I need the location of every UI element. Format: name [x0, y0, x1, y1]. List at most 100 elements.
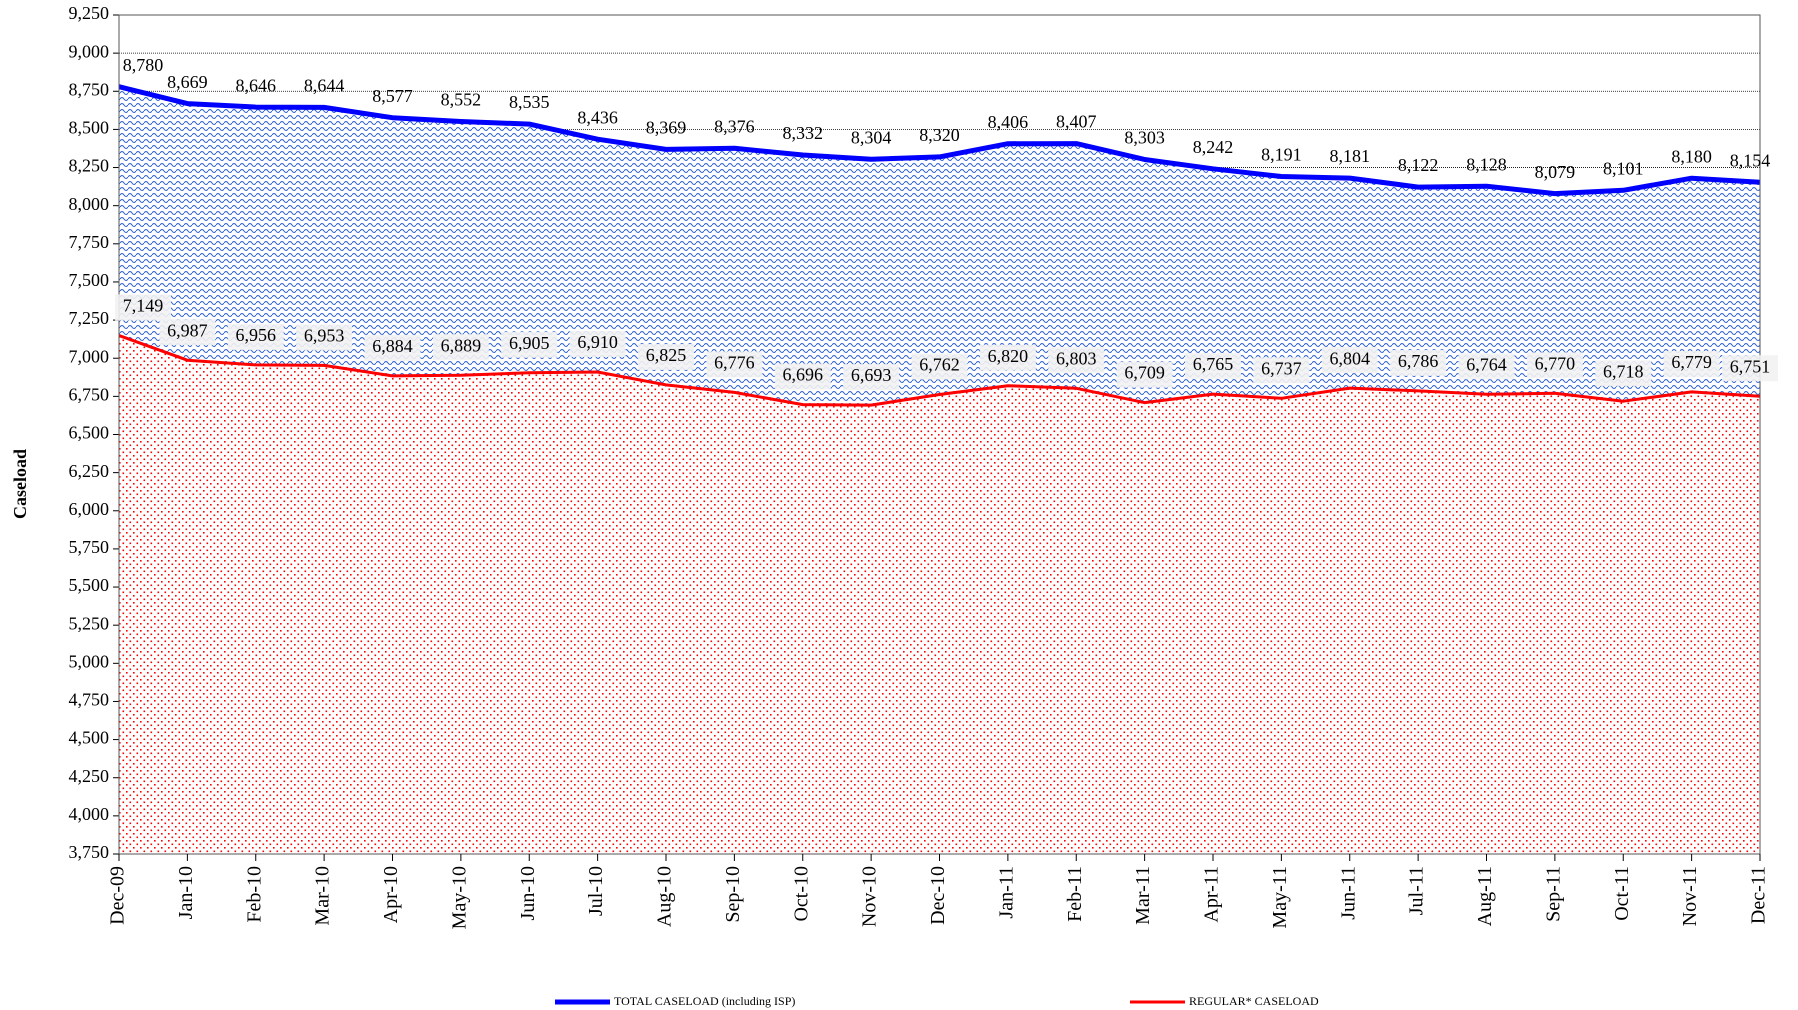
- legend-label: TOTAL CASELOAD (including ISP): [614, 994, 795, 1008]
- data-label: 8,332: [783, 123, 824, 143]
- y-tick-label: 5,750: [69, 537, 110, 557]
- data-label: 8,406: [988, 112, 1029, 132]
- data-label: 6,804: [1330, 348, 1371, 368]
- y-tick-label: 4,500: [69, 728, 110, 748]
- series-line: [118, 334, 1761, 407]
- label-box: [1595, 360, 1652, 387]
- y-tick-label: 8,750: [69, 79, 110, 99]
- label-box: [638, 343, 694, 370]
- data-label: 6,696: [783, 365, 824, 385]
- data-label: 6,786: [1398, 351, 1439, 371]
- y-tick-label: 7,750: [69, 232, 110, 252]
- label-box: [911, 353, 968, 380]
- data-label: 6,825: [646, 345, 687, 365]
- x-tick-label: Jun-10: [517, 866, 539, 920]
- x-tick-label: Apr-11: [1201, 866, 1223, 923]
- label-box: [1458, 353, 1515, 380]
- x-tick-label: Oct-10: [790, 866, 812, 922]
- x-tick-label: Oct-11: [1611, 866, 1633, 921]
- y-axis-label: Caseload: [10, 449, 30, 519]
- x-tick-label: Sep-11: [1542, 866, 1564, 922]
- y-tick-label: 6,500: [69, 423, 110, 443]
- data-label: 8,320: [919, 125, 960, 145]
- data-label: 8,376: [714, 116, 755, 136]
- x-tick-label: Jul-11: [1406, 866, 1428, 915]
- y-tick-label: 7,500: [69, 270, 110, 290]
- y-tick-label: 3,750: [69, 842, 110, 862]
- label-box: [501, 331, 558, 358]
- y-tick-label: 9,000: [69, 41, 110, 61]
- label-box: [979, 344, 1036, 371]
- label-box: [1321, 347, 1378, 374]
- x-tick-label: Dec-10: [927, 866, 949, 925]
- label-box: [774, 363, 831, 390]
- data-label: 6,779: [1671, 352, 1712, 372]
- data-label: 6,953: [304, 326, 345, 346]
- x-tick-label: May-10: [448, 866, 470, 929]
- data-label: 8,079: [1535, 162, 1576, 182]
- label-box: [1526, 352, 1583, 379]
- x-tick-label: Jan-10: [175, 866, 197, 919]
- x-tick-label: May-11: [1269, 866, 1291, 929]
- data-label: 7,149: [123, 296, 164, 316]
- x-tick-label: Apr-10: [380, 866, 402, 923]
- y-tick-label: 4,250: [69, 766, 110, 786]
- data-label: 8,669: [167, 72, 208, 92]
- data-label: 8,436: [577, 107, 618, 127]
- y-tick-label: 8,500: [69, 118, 110, 138]
- data-label: 6,910: [577, 332, 618, 352]
- y-tick-label: 8,250: [69, 156, 110, 176]
- x-tick-label: Dec-11: [1748, 866, 1770, 924]
- label-box: [569, 330, 626, 357]
- data-label: 8,780: [123, 55, 164, 75]
- data-label: 8,646: [236, 75, 277, 95]
- x-tick-label: Mar-10: [312, 866, 334, 926]
- label-box: [843, 364, 900, 391]
- label-box: [364, 334, 421, 361]
- x-tick-label: Aug-10: [654, 866, 676, 927]
- y-tick-label: 6,750: [69, 384, 110, 404]
- label-box: [432, 334, 489, 361]
- y-tick-label: 5,000: [69, 651, 110, 671]
- label-box: [1722, 355, 1778, 382]
- x-tick-label: Jul-10: [585, 866, 607, 916]
- data-label: 8,154: [1730, 150, 1771, 170]
- label-box: [296, 324, 353, 351]
- x-tick-label: Mar-11: [1132, 866, 1154, 925]
- data-label: 6,751: [1730, 356, 1771, 376]
- data-label: 8,101: [1603, 158, 1644, 178]
- data-label: 8,122: [1398, 155, 1439, 175]
- data-label: 6,718: [1603, 361, 1644, 381]
- y-tick-label: 9,250: [69, 3, 110, 23]
- data-label: 8,552: [441, 90, 482, 110]
- x-tick-label: Feb-11: [1064, 866, 1086, 922]
- y-tick-label: 5,250: [69, 613, 110, 633]
- x-tick-label: Aug-11: [1474, 866, 1496, 926]
- data-label: 6,905: [509, 333, 550, 353]
- x-tick-label: Nov-10: [859, 866, 881, 927]
- data-label: 8,644: [304, 76, 345, 96]
- y-tick-label: 4,000: [69, 804, 110, 824]
- label-box: [1663, 350, 1720, 377]
- label-box: [227, 323, 284, 350]
- y-tick-label: 6,000: [69, 499, 110, 519]
- data-label: 8,535: [509, 92, 550, 112]
- x-tick-label: Jun-11: [1337, 866, 1359, 920]
- data-label: 8,577: [372, 86, 413, 106]
- data-label: 8,304: [851, 127, 892, 147]
- label-box: [115, 294, 171, 321]
- label-box: [1185, 353, 1241, 380]
- data-label: 8,303: [1124, 128, 1165, 148]
- x-tick-label: Nov-11: [1679, 866, 1701, 926]
- label-box: [1390, 349, 1447, 376]
- y-tick-label: 7,250: [69, 308, 110, 328]
- data-label: 6,803: [1056, 348, 1097, 368]
- series-line: [118, 84, 1761, 197]
- data-label: 6,709: [1124, 363, 1165, 383]
- data-label: 8,181: [1330, 146, 1371, 166]
- x-tick-label: Jan-11: [995, 866, 1017, 919]
- data-label: 6,956: [236, 325, 277, 345]
- data-label: 8,128: [1466, 154, 1507, 174]
